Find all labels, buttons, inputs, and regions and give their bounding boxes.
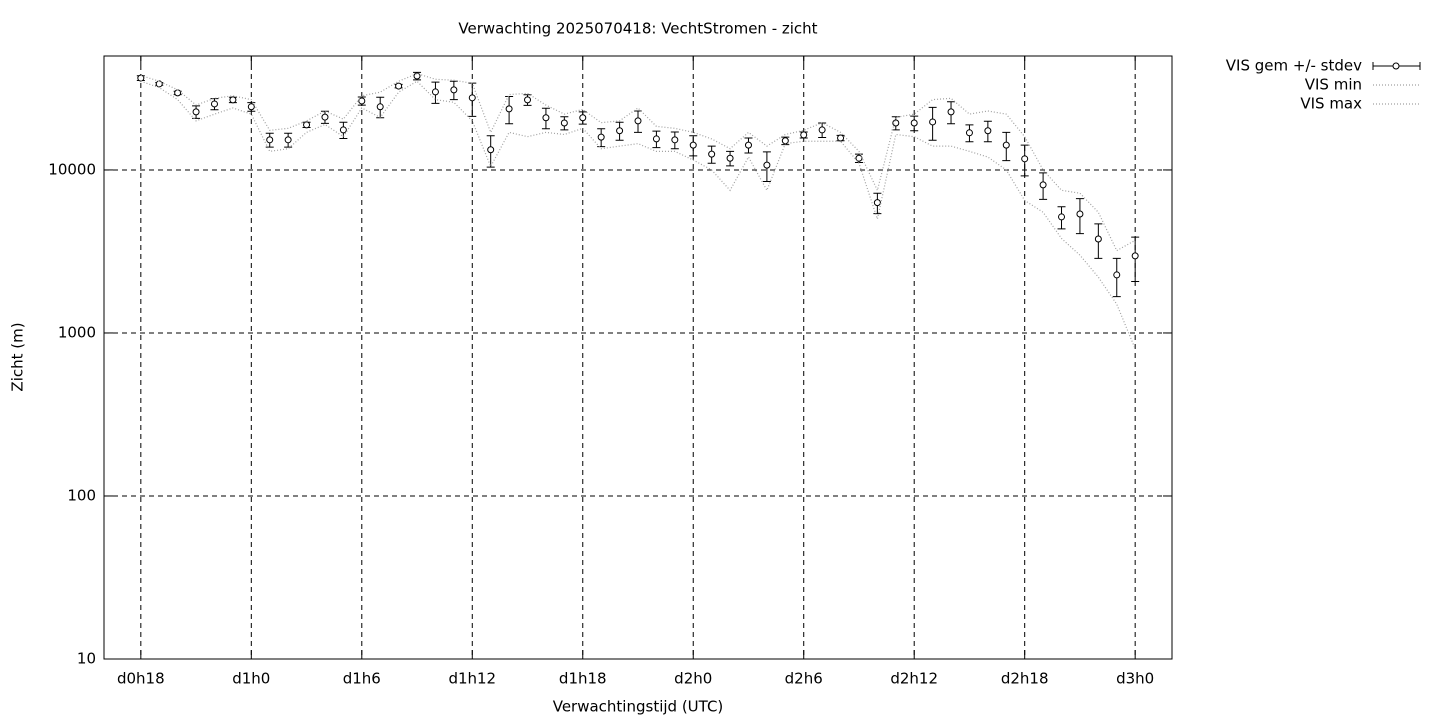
data-point [431, 88, 439, 96]
data-point [137, 74, 145, 82]
data-point [837, 134, 845, 142]
data-point [1039, 181, 1047, 189]
data-point [266, 136, 274, 144]
data-point [524, 96, 532, 104]
data-point [284, 136, 292, 144]
data-point [818, 126, 826, 134]
data-point [1131, 252, 1139, 260]
legend-label: VIS max [1300, 95, 1362, 113]
data-point [744, 141, 752, 149]
data-point [910, 119, 918, 127]
y-axis-label: Zicht (m) [9, 322, 27, 391]
y-tick-label: 10 [77, 650, 96, 668]
data-point [671, 136, 679, 144]
data-point [395, 82, 403, 90]
data-point [468, 94, 476, 102]
data-point [892, 119, 900, 127]
x-tick-label: d2h18 [1001, 670, 1049, 688]
x-tick-label: d1h6 [343, 670, 381, 688]
data-point [708, 150, 716, 158]
data-point [579, 114, 587, 122]
data-point [339, 126, 347, 134]
x-tick-label: d3h0 [1116, 670, 1154, 688]
data-point [210, 100, 218, 108]
x-tick-label: d1h18 [559, 670, 607, 688]
data-point [1058, 213, 1066, 221]
x-tick-label: d1h0 [232, 670, 270, 688]
data-point [174, 89, 182, 97]
x-tick-label: d2h6 [785, 670, 823, 688]
plot-frame [103, 55, 1173, 660]
data-point [726, 154, 734, 162]
data-point [652, 135, 660, 143]
data-point [1094, 235, 1102, 243]
data-point [763, 161, 771, 169]
data-point [947, 108, 955, 116]
x-tick-label: d2h12 [890, 670, 938, 688]
range-line [140, 80, 1136, 349]
x-tick-label: d2h0 [674, 670, 712, 688]
data-point [1002, 141, 1010, 149]
data-point [247, 103, 255, 111]
data-point [965, 129, 973, 137]
data-point [450, 86, 458, 94]
data-point [229, 96, 237, 104]
data-point [192, 108, 200, 116]
data-point [1021, 155, 1029, 163]
data-point [634, 117, 642, 125]
data-point [505, 105, 513, 113]
data-point [984, 127, 992, 135]
y-tick-label: 1000 [58, 323, 96, 341]
y-tick-label: 10000 [48, 160, 96, 178]
data-point [303, 121, 311, 129]
data-point [321, 113, 329, 121]
data-point [376, 103, 384, 111]
data-point [873, 199, 881, 207]
data-point [689, 141, 697, 149]
data-point [560, 119, 568, 127]
data-point [1076, 210, 1084, 218]
y-tick-label: 100 [67, 486, 96, 504]
data-point [800, 131, 808, 139]
legend-swatch [1392, 62, 1400, 70]
x-tick-label: d0h18 [117, 670, 165, 688]
legend-label: VIS gem +/- stdev [1226, 57, 1362, 75]
data-point [487, 146, 495, 154]
data-point [358, 97, 366, 105]
data-point [1113, 271, 1121, 279]
data-point [542, 114, 550, 122]
chart-title: Verwachting 2025070418: VechtStromen - z… [458, 20, 817, 38]
data-point [616, 127, 624, 135]
x-tick-label: d1h12 [448, 670, 496, 688]
data-point [929, 118, 937, 126]
x-axis-label: Verwachtingstijd (UTC) [553, 698, 724, 716]
data-point [597, 133, 605, 141]
legend-label: VIS min [1305, 76, 1362, 94]
data-point [855, 154, 863, 162]
